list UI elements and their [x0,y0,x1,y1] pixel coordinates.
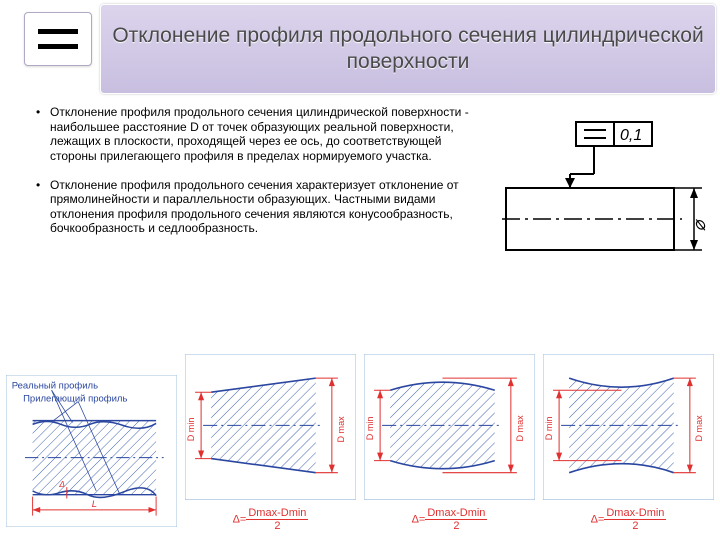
dim-dmin: D min [365,417,375,441]
label-real-profile: Реальный профиль [12,380,98,391]
label-adj-profile: Прилегающий профиль [23,394,127,405]
diagram-row: Реальный профиль Прилегающий профиль [6,354,714,532]
dim-dmax: D max [336,416,346,443]
body-text-block: Отклонение профиля продольного сечения ц… [36,105,472,250]
slide-title-bar: Отклонение профиля продольного сечения ц… [100,4,716,94]
diagram-barrel: D min D max Δ=Dmax-Dmin2 [364,354,535,532]
tolerance-symbol-icon [24,12,92,66]
equal-line-icon [38,29,78,34]
slide-title: Отклонение профиля продольного сечения ц… [111,23,705,76]
bullet-item: Отклонение профиля продольного сечения ц… [36,105,472,164]
equal-line-icon [38,44,78,49]
tolerance-value: 0,1 [620,127,642,144]
formula-caption: Δ=Dmax-Dmin2 [185,507,356,532]
dim-dmin: D min [544,417,554,441]
diagram-profile: Реальный профиль Прилегающий профиль [6,375,177,532]
formula-caption: Δ=Dmax-Dmin2 [543,507,714,532]
dim-dmax: D max [515,415,525,442]
tolerance-callout-drawing: 0,1 ⌀ [502,118,710,264]
diagram-conicity: D min D max Δ=Dmax-Dmin2 [185,354,356,532]
dim-L: L [92,499,97,510]
dim-dmin: D min [186,418,196,442]
diagram-saddle: D min D max Δ=Dmax-Dmin2 [543,354,714,532]
dim-delta: Δ [58,479,65,489]
dim-dmax: D max [694,415,704,442]
bullet-item: Отклонение профиля продольного сечения х… [36,178,472,237]
formula-caption: Δ=Dmax-Dmin2 [364,507,535,532]
